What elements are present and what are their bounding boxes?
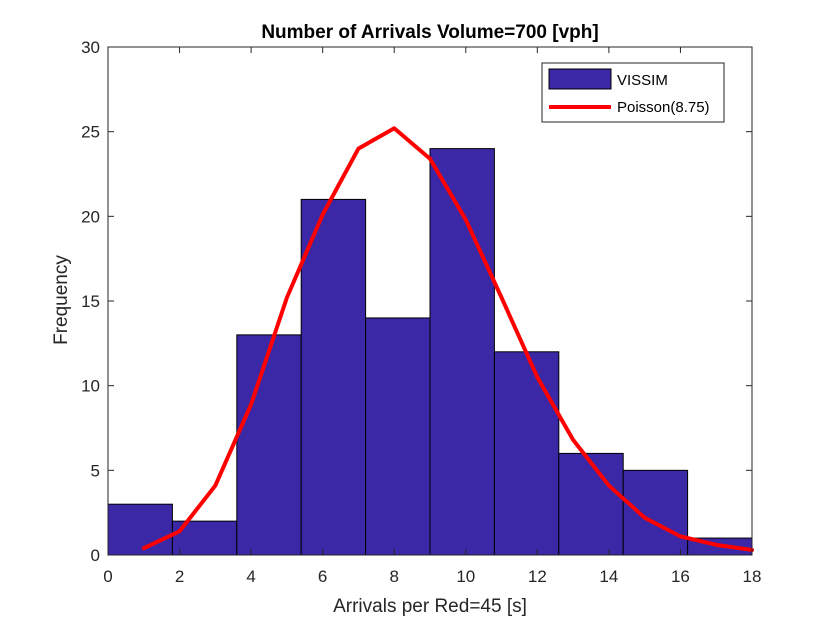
legend-label-poisson: Poisson(8.75)	[617, 99, 710, 116]
x-tick-label: 18	[743, 567, 762, 586]
bars-layer	[107, 148, 753, 556]
line-layer	[141, 126, 754, 552]
y-tick-label: 25	[81, 123, 100, 142]
x-tick-label: 10	[456, 567, 475, 586]
x-tick-label: 6	[318, 567, 327, 586]
poisson-line	[141, 126, 754, 552]
histogram-bar	[365, 317, 431, 556]
histogram-bar	[300, 198, 367, 556]
y-tick-label: 0	[91, 546, 100, 565]
x-tick-label: 2	[175, 567, 184, 586]
y-tick-label: 5	[91, 461, 100, 480]
legend-label-vissim: VISSIM	[617, 72, 668, 89]
histogram-bar	[107, 503, 173, 556]
y-tick-label: 20	[81, 207, 100, 226]
x-tick-label: 12	[528, 567, 547, 586]
x-tick-label: 14	[599, 567, 618, 586]
legend[interactable]: VISSIM Poisson(8.75)	[541, 62, 725, 123]
histogram-bar	[622, 469, 689, 556]
ticks-layer: 0 2 4 6 8 10 12 14 16 18 0 5 10 15 20 25 30	[81, 38, 761, 586]
histogram-bar	[236, 334, 302, 556]
chart-title: Number of Arrivals Volume=700 [vph]	[261, 22, 598, 43]
x-tick-label: 4	[246, 567, 255, 586]
x-tick-label: 8	[389, 567, 398, 586]
y-tick-label: 15	[81, 292, 100, 311]
y-tick-label: 10	[81, 377, 100, 396]
y-tick-label: 30	[81, 38, 100, 57]
histogram-bar	[493, 351, 560, 556]
histogram-bar	[558, 452, 624, 556]
x-tick-label: 16	[671, 567, 690, 586]
legend-bar-swatch	[548, 68, 612, 90]
x-axis-label: Arrivals per Red=45 [s]	[333, 596, 527, 617]
x-tick-label: 0	[103, 567, 112, 586]
histogram-bar	[429, 148, 495, 556]
y-axis-label: Frequency	[51, 255, 72, 345]
